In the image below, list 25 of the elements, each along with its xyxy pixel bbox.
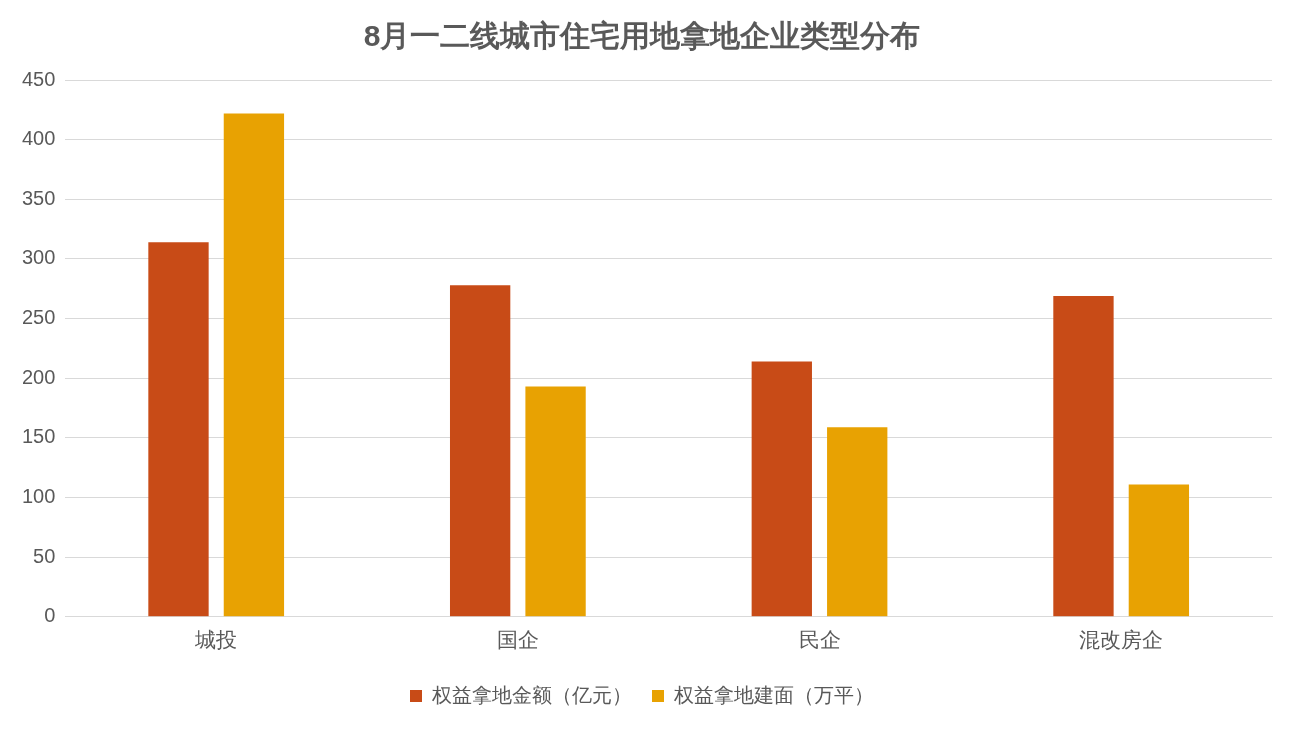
y-tick-label: 0 — [44, 604, 56, 627]
y-tick-label: 400 — [21, 127, 56, 150]
bar — [449, 285, 511, 617]
y-tick-label: 250 — [21, 306, 56, 329]
y-tick-label: 450 — [21, 67, 56, 90]
x-tick-label: 民企 — [798, 628, 841, 652]
chart-title: 8月一二线城市住宅用地拿地企业类型分布 — [363, 19, 921, 53]
bar — [223, 113, 285, 617]
x-tick-label: 国企 — [496, 628, 539, 652]
y-tick-label: 50 — [33, 544, 56, 567]
bar — [827, 427, 888, 617]
y-tick-label: 350 — [21, 186, 56, 209]
y-tick-label: 150 — [21, 425, 56, 448]
bar — [1053, 295, 1114, 617]
y-tick-label: 300 — [21, 246, 56, 269]
legend-label: 权益拿地金额（亿元） — [431, 683, 632, 706]
bar — [525, 386, 586, 617]
x-tick-label: 城投 — [194, 628, 238, 652]
legend-label: 权益拿地建面（万平） — [673, 683, 874, 706]
y-tick-label: 200 — [21, 365, 56, 388]
x-tick-label: 混改房企 — [1079, 628, 1164, 652]
bar — [1128, 484, 1190, 617]
bar — [148, 242, 209, 617]
bar — [751, 361, 812, 617]
y-tick-label: 100 — [21, 485, 56, 508]
